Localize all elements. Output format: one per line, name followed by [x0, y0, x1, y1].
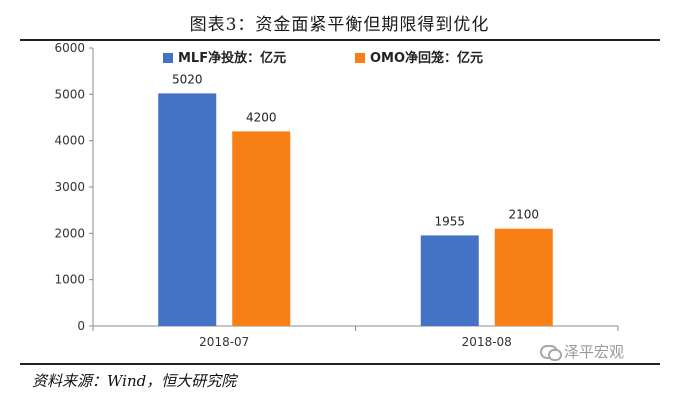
y-tick-label: 4000 [54, 134, 85, 148]
legend-swatch [355, 53, 365, 63]
watermark: 泽平宏观 [540, 341, 624, 362]
legend-label: MLF净投放：亿元 [178, 50, 286, 66]
x-tick-label: 2018-07 [199, 335, 249, 349]
watermark-label: 泽平宏观 [564, 343, 625, 361]
legend-swatch [163, 53, 173, 63]
y-tick-label: 3000 [54, 180, 85, 194]
y-tick-label: 1000 [54, 273, 85, 287]
bar [158, 93, 217, 326]
bar [420, 235, 479, 326]
title-divider [20, 39, 660, 41]
x-tick-label: 2018-08 [462, 335, 512, 349]
data-label: 2100 [508, 208, 539, 222]
data-label: 4200 [246, 110, 277, 124]
bar [232, 131, 291, 326]
bar [494, 228, 553, 326]
chart-title: 图表3：资金面紧平衡但期限得到优化 [189, 15, 490, 35]
data-label: 5020 [172, 72, 203, 86]
source-note: 资料来源：Wind，恒大研究院 [32, 372, 237, 390]
y-tick-label: 5000 [54, 87, 85, 101]
data-label: 1955 [434, 214, 465, 228]
footer-divider [20, 363, 660, 365]
wechat-icon [540, 344, 562, 361]
y-tick-label: 6000 [54, 41, 85, 55]
y-tick-label: 2000 [54, 226, 85, 240]
legend-label: OMO净回笼：亿元 [370, 50, 483, 66]
y-tick-label: 0 [77, 319, 85, 333]
